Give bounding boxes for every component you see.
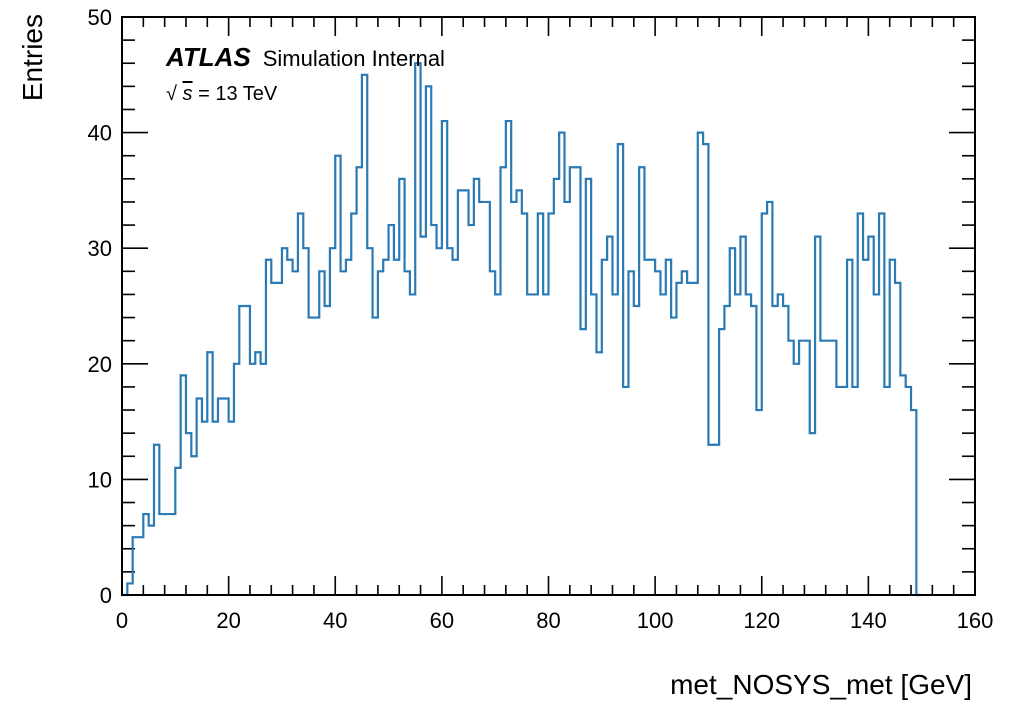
x-tick-label: 80: [536, 608, 560, 633]
plot-frame: [121, 16, 976, 596]
y-tick-label: 50: [88, 5, 112, 30]
y-axis-ticks: 0 10 20 30 40 50: [88, 5, 975, 608]
sqrt-symbol: √: [166, 83, 177, 105]
x-tick-label: 40: [323, 608, 347, 633]
y-tick-label: 20: [88, 352, 112, 377]
x-tick-label: 120: [743, 608, 780, 633]
x-tick-label: 160: [957, 608, 994, 633]
energy-value: = 13 TeV: [198, 83, 278, 105]
atlas-label: ATLAS Simulation Internal: [165, 42, 445, 72]
sqrt-s-variable: s: [183, 83, 193, 105]
y-tick-label: 0: [100, 583, 112, 608]
histogram-series-line: [122, 62, 922, 597]
y-tick-label: 30: [88, 236, 112, 261]
x-tick-label: 100: [637, 608, 674, 633]
x-axis-ticks: 0 20 40 60 80 100 120 140 160: [116, 17, 993, 633]
y-tick-label: 40: [88, 121, 112, 146]
y-tick-label: 10: [88, 467, 112, 492]
x-tick-label: 0: [116, 608, 128, 633]
atlas-experiment-name: ATLAS: [165, 42, 251, 72]
atlas-status-label: Simulation Internal: [263, 46, 445, 71]
x-tick-label: 60: [430, 608, 454, 633]
x-axis-title: met_NOSYS_met [GeV]: [670, 669, 972, 700]
y-axis-title: Entries: [17, 14, 48, 101]
x-tick-label: 140: [850, 608, 887, 633]
energy-label: √ s = 13 TeV: [166, 83, 278, 105]
x-tick-label: 20: [216, 608, 240, 633]
